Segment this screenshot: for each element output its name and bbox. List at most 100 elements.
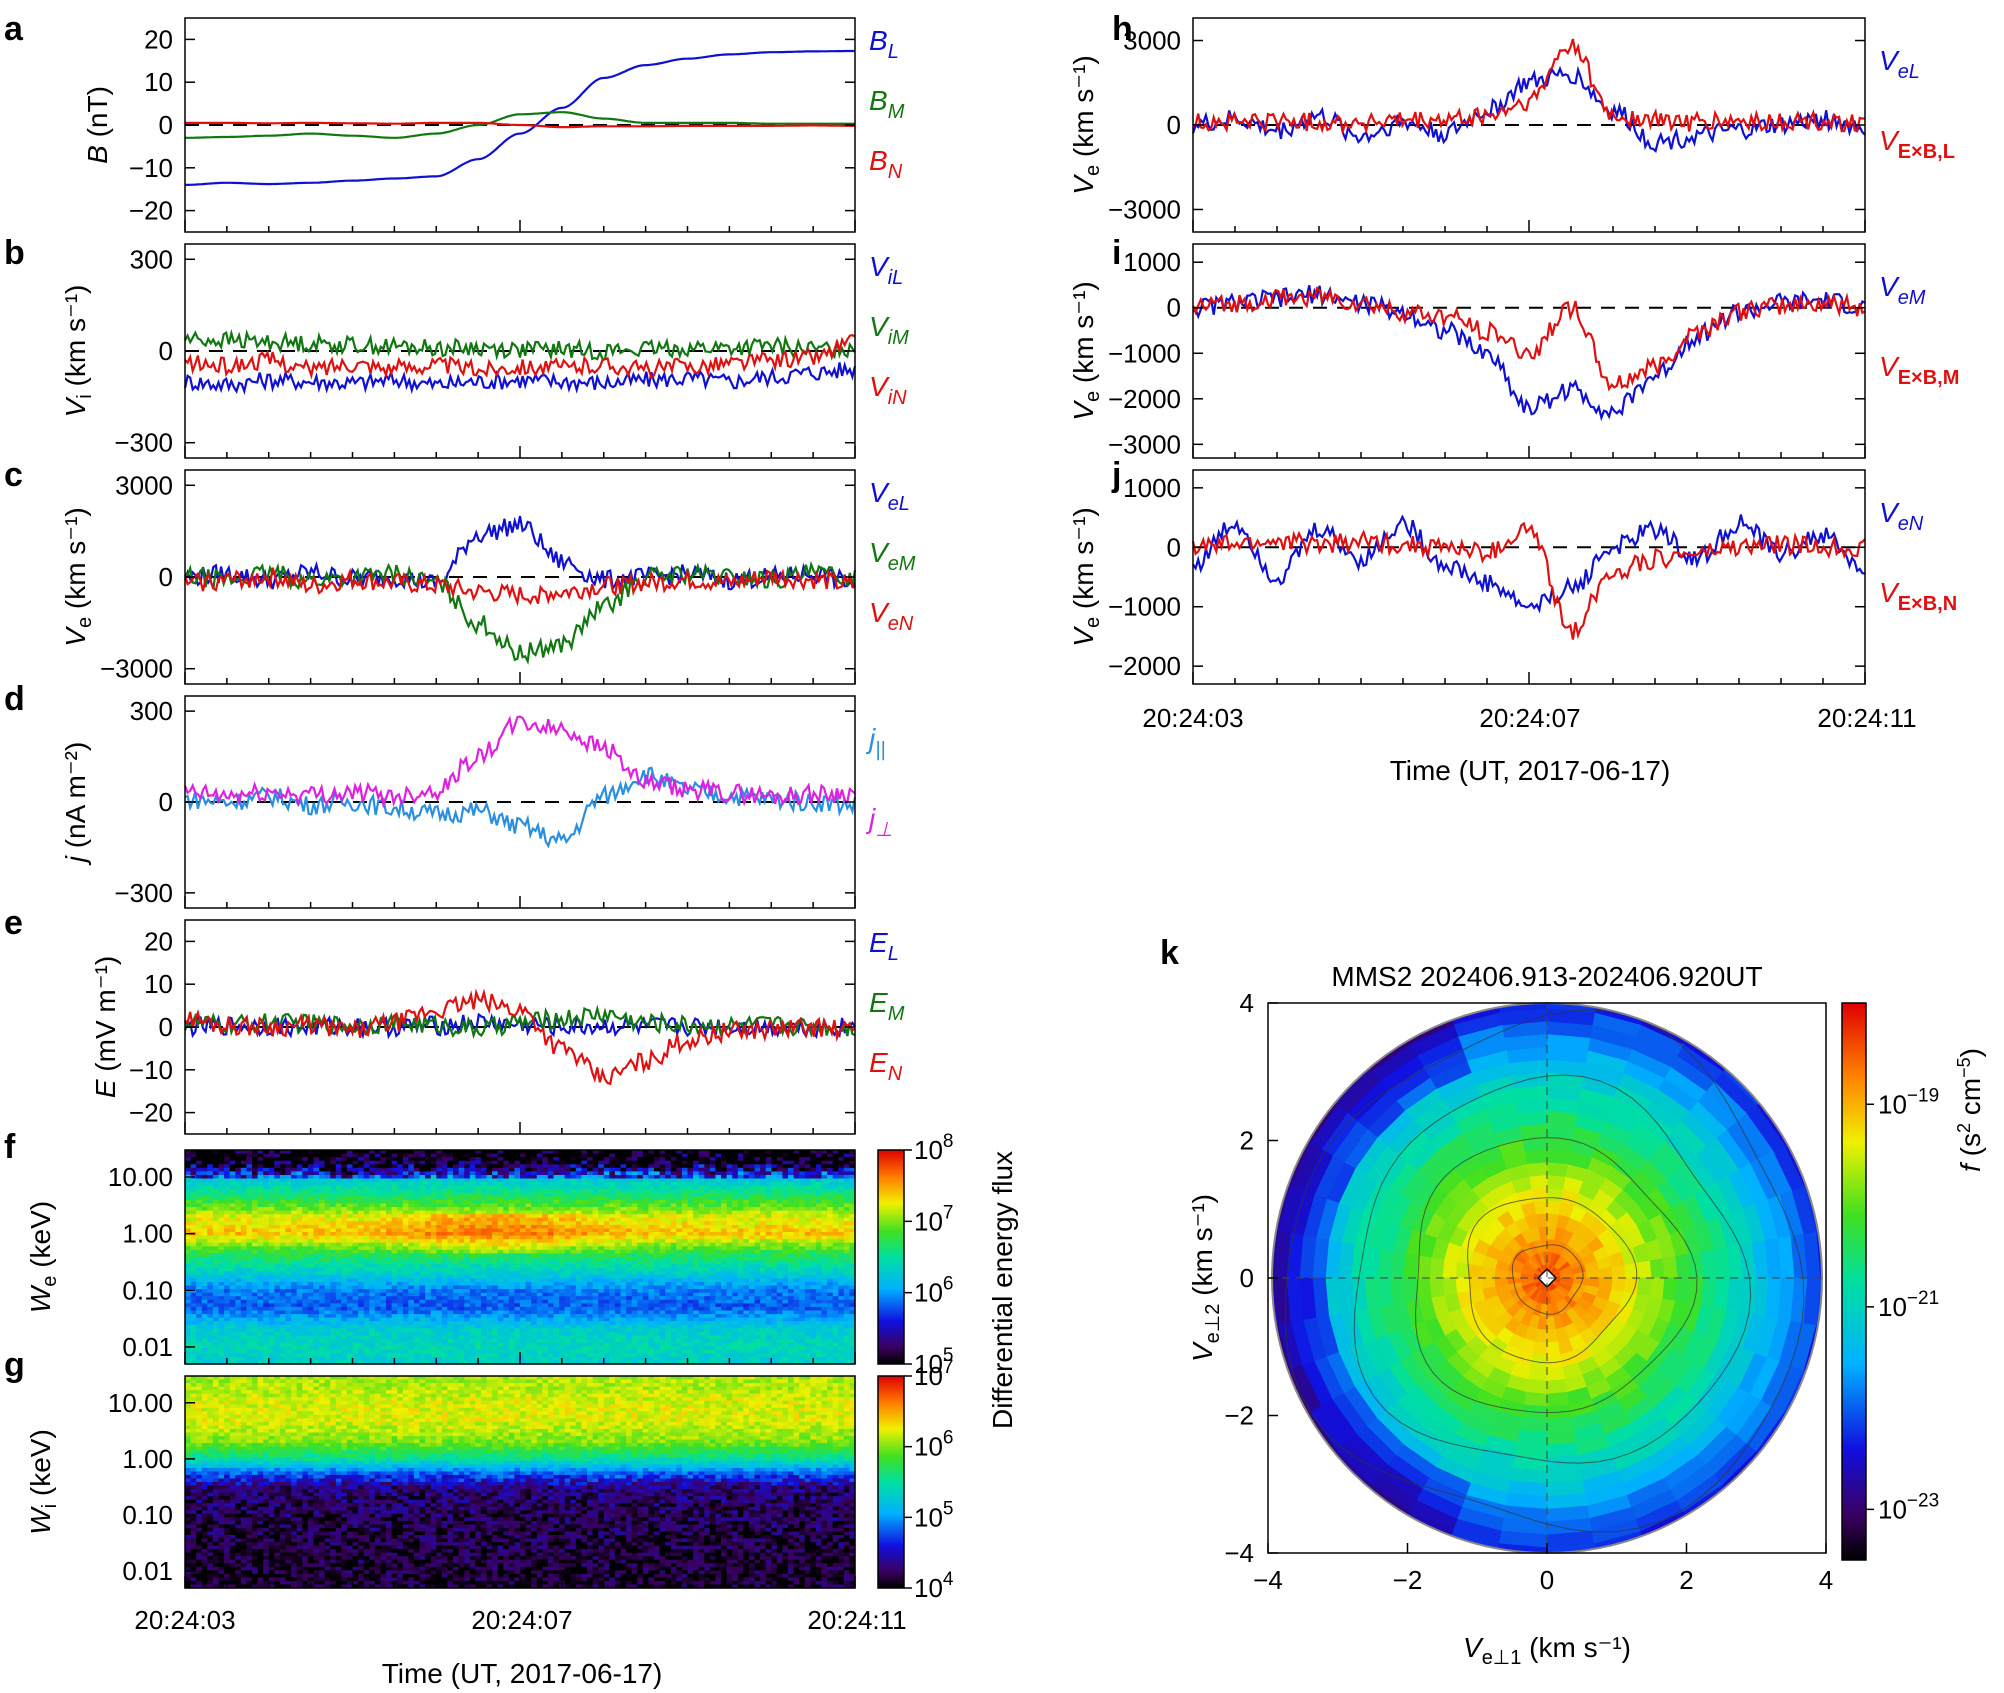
cbar-tick-g-3: 104 xyxy=(914,1569,954,1603)
series-a-BL xyxy=(185,49,855,186)
ylabel-g: Wi (keV) xyxy=(25,1429,61,1535)
ytick-h-0: 3000 xyxy=(1123,26,1181,56)
series-h-VExBL xyxy=(1192,38,1866,136)
ytick-a-1: 10 xyxy=(144,67,173,97)
cbar-tick-f-2: 106 xyxy=(914,1274,954,1308)
frame-j xyxy=(1192,469,1866,685)
ytick-e-4: −20 xyxy=(129,1098,173,1128)
cbar-tick-f-1: 107 xyxy=(914,1202,954,1236)
ytick-f-1: 1.00 xyxy=(122,1219,173,1249)
colorbar-k xyxy=(1841,1002,1867,1561)
ytick-e-2: 0 xyxy=(159,1012,173,1042)
panel-k-title: MMS2 202406.913-202406.920UT xyxy=(1331,961,1762,992)
ylabel-i: Ve (km s⁻¹) xyxy=(1068,281,1104,420)
series-b-ViN xyxy=(184,334,856,380)
ytick-i-1: 0 xyxy=(1167,293,1181,323)
ylabel-c: Ve (km s⁻¹) xyxy=(60,507,96,646)
left-xlabel: Time (UT, 2017-06-17) xyxy=(382,1658,663,1689)
panel-a: BL BM BN 20 10 0 −10 −20 xyxy=(129,17,905,233)
legend-c-VeN: VeN xyxy=(869,597,914,635)
ytick-a-0: 20 xyxy=(144,24,173,54)
ylabel-a: B (nT) xyxy=(82,86,113,164)
panel-g: 10.00 1.00 0.10 0.01 107 106 105 104 xyxy=(108,1357,954,1603)
contour-2 xyxy=(1415,1137,1698,1414)
legend-a-BN: BN xyxy=(869,145,903,183)
series-e-EN xyxy=(184,988,856,1086)
panel-k-colorbar-label: f (s2 cm−5) xyxy=(1954,1048,1986,1172)
series-i-VExBM xyxy=(1191,286,1866,392)
left-xtick-1: 20:24:07 xyxy=(471,1605,572,1635)
series-b-ViL xyxy=(183,361,857,396)
legend-h-VeL: VeL xyxy=(1879,45,1920,83)
ylabel-d: j (nA m⁻²) xyxy=(60,742,91,867)
legend-d-jperp: j⊥ xyxy=(865,803,893,841)
series-b-ViM xyxy=(184,328,856,362)
colorbar-f xyxy=(877,1149,905,1365)
ytick-i-0: 1000 xyxy=(1123,247,1181,277)
k-xtick-2: 0 xyxy=(1540,1565,1554,1595)
panel-label-k: k xyxy=(1160,934,1179,972)
ytick-d-0: 300 xyxy=(130,696,173,726)
legend-c-VeL: VeL xyxy=(869,477,910,515)
legend-d-jpar: j|| xyxy=(865,723,886,761)
k-xtick-4: 4 xyxy=(1819,1565,1833,1595)
ytick-d-1: 0 xyxy=(159,787,173,817)
ylabel-f: We (keV) xyxy=(25,1201,61,1313)
right-xtick-2: 20:24:11 xyxy=(1817,703,1916,733)
left-xtick-2: 20:24:11 xyxy=(807,1605,906,1635)
cbar-tick-f-3: 105 xyxy=(914,1345,954,1379)
k-ytick-3: −2 xyxy=(1224,1401,1254,1431)
ytick-d-2: −300 xyxy=(114,878,173,908)
cbar-tick-g-2: 105 xyxy=(914,1498,954,1532)
ytick-c-0: 3000 xyxy=(115,470,173,500)
panel-c: VeL VeM VeN 3000 0 −3000 xyxy=(100,469,916,685)
ytick-j-1: 0 xyxy=(1167,532,1181,562)
legend-b-ViM: ViM xyxy=(869,311,909,349)
panel-label-a: a xyxy=(4,10,24,48)
panel-label-g: g xyxy=(4,1346,25,1384)
right-xlabel: Time (UT, 2017-06-17) xyxy=(1390,755,1671,786)
energy-flux-colorbar-label: Differential energy flux xyxy=(987,1151,1018,1429)
ylabel-b: Vi (km s⁻¹) xyxy=(60,285,96,418)
panel-label-d: d xyxy=(4,680,25,718)
panel-label-i: i xyxy=(1112,234,1121,272)
series-a-BN xyxy=(185,121,855,129)
series-a-BM xyxy=(185,111,855,139)
ytick-b-2: −300 xyxy=(114,428,173,458)
ytick-f-3: 0.01 xyxy=(122,1332,173,1362)
ytick-g-2: 0.10 xyxy=(122,1500,173,1530)
cbar-tick-g-1: 106 xyxy=(914,1428,954,1462)
legend-b-ViL: ViL xyxy=(869,251,903,289)
panel-h: VeL VE×B,L 3000 0 −3000 xyxy=(1108,17,1955,233)
ytick-i-3: −2000 xyxy=(1108,384,1181,414)
series-j-VExBN xyxy=(1191,521,1866,640)
panel-k: −4 −2 0 2 4 4 2 0 −2 −4 Ve⊥1 (km s⁻¹) Ve⊥2 (km s⁻¹)… xyxy=(1187,988,1939,1669)
ytick-j-0: 1000 xyxy=(1123,473,1181,503)
legend-h-VExBL: VE×B,L xyxy=(1879,125,1955,163)
right-xtick-1: 20:24:07 xyxy=(1479,703,1580,733)
right-xtick-0: 20:24:03 xyxy=(1142,703,1243,733)
ytick-b-1: 0 xyxy=(159,336,173,366)
cbar-tick-g-0: 107 xyxy=(914,1357,954,1391)
panel-j: VeN VE×B,N 1000 0 −1000 −2000 xyxy=(1108,469,1957,685)
ytick-a-3: −10 xyxy=(129,153,173,183)
k-xtick-3: 2 xyxy=(1679,1565,1693,1595)
k-xtick-0: −4 xyxy=(1253,1565,1283,1595)
cbar-tick-f-0: 108 xyxy=(914,1131,954,1165)
k-ytick-4: −4 xyxy=(1224,1538,1254,1568)
panel-label-e: e xyxy=(4,904,23,942)
colorbar-g xyxy=(877,1375,905,1589)
k-ytick-1: 2 xyxy=(1240,1126,1254,1156)
ytick-e-3: −10 xyxy=(129,1055,173,1085)
k-ytick-0: 4 xyxy=(1240,988,1254,1018)
ylabel-j: Ve (km s⁻¹) xyxy=(1068,507,1104,646)
legend-c-VeM: VeM xyxy=(869,537,916,575)
panel-i: VeM VE×B,M 1000 0 −1000 −2000 −3000 xyxy=(1108,243,1959,459)
ytick-h-2: −3000 xyxy=(1108,194,1181,224)
legend-e-EL: EL xyxy=(869,927,899,965)
series-c-VeN xyxy=(183,567,856,607)
legend-j-VeN: VeN xyxy=(1879,497,1924,535)
panel-label-f: f xyxy=(4,1128,16,1166)
